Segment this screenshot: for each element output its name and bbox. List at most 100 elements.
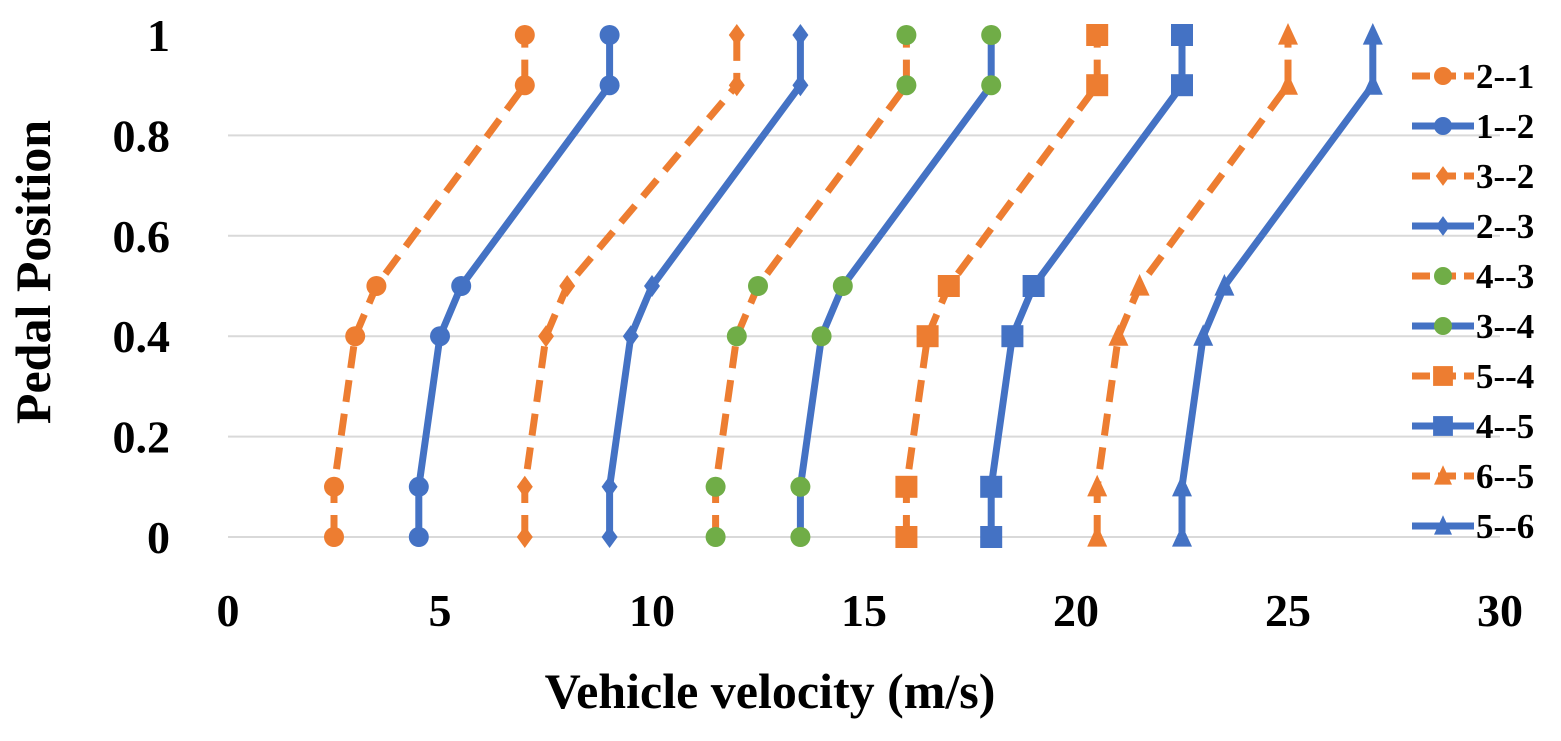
data-point <box>516 526 533 548</box>
data-point <box>1193 324 1214 346</box>
data-point <box>1001 325 1024 348</box>
series-5--4 <box>895 24 1109 548</box>
data-point <box>1129 274 1150 296</box>
series-line <box>521 35 741 537</box>
data-point <box>1172 525 1192 547</box>
data-point <box>516 475 533 498</box>
data-point <box>748 276 768 296</box>
data-point <box>1171 74 1193 97</box>
data-point <box>324 527 344 547</box>
x-tick-label: 0 <box>217 585 240 636</box>
data-point <box>1108 324 1129 346</box>
data-point <box>1362 23 1383 45</box>
data-point <box>1086 74 1109 97</box>
legend-label: 4--5 <box>1476 407 1534 446</box>
data-point <box>895 475 918 498</box>
series-line <box>987 35 1186 537</box>
data-point <box>430 326 450 347</box>
data-point <box>1171 24 1193 46</box>
data-point <box>1087 474 1108 497</box>
x-tick-label: 20 <box>1053 585 1099 636</box>
legend-marker <box>1433 366 1453 386</box>
data-point <box>345 326 366 347</box>
data-point <box>981 75 1002 96</box>
data-point <box>601 526 618 548</box>
series-6--5 <box>1087 23 1298 547</box>
data-point <box>790 476 811 497</box>
data-point <box>896 25 917 45</box>
legend-label: 5--4 <box>1476 357 1534 396</box>
data-point <box>1022 275 1045 297</box>
data-point <box>538 325 554 348</box>
legend-label: 5--6 <box>1476 507 1534 546</box>
series-line <box>330 35 529 537</box>
series-4--5 <box>980 24 1193 548</box>
legend-entry: 2--3 <box>1412 207 1534 246</box>
series-3--4 <box>790 25 1002 547</box>
legend-entry: 5--4 <box>1412 357 1534 396</box>
data-point <box>514 25 535 45</box>
data-point <box>980 475 1003 498</box>
x-tick-label: 25 <box>1265 585 1311 636</box>
data-point <box>601 475 618 498</box>
series-4--3 <box>705 25 917 547</box>
data-point <box>895 526 918 548</box>
data-point <box>622 325 639 348</box>
legend-label: 6--5 <box>1476 457 1534 496</box>
data-point <box>726 326 747 347</box>
data-point <box>792 74 809 97</box>
legend-label: 3--4 <box>1476 307 1534 346</box>
tick-labels: 00.20.40.60.810 5 10 15 20 25 30 <box>113 10 1524 636</box>
legend-entry: 3--4 <box>1412 307 1534 346</box>
data-point <box>451 276 472 296</box>
data-point <box>705 476 726 497</box>
y-tick-label: 0.4 <box>113 311 171 362</box>
data-point <box>916 325 939 348</box>
y-tick-label: 0 <box>147 512 170 563</box>
data-point <box>896 75 917 96</box>
legend-marker <box>1433 416 1453 436</box>
series-line <box>712 35 910 537</box>
data-point <box>1362 73 1383 95</box>
series-line <box>415 35 614 537</box>
legend-label: 2--3 <box>1476 207 1534 246</box>
x-tick-label: 10 <box>629 585 675 636</box>
legend-label: 4--3 <box>1476 257 1534 296</box>
data-point <box>1086 24 1109 46</box>
legend-entry: 1--2 <box>1412 107 1534 146</box>
data-point <box>366 276 387 296</box>
data-point <box>559 275 576 297</box>
data-point <box>408 527 429 547</box>
legend-marker <box>1434 67 1452 85</box>
data-point <box>728 74 745 97</box>
series-5--6 <box>1172 23 1383 547</box>
legend-marker <box>1435 216 1451 236</box>
series-1--2 <box>408 25 620 547</box>
legend-label: 2--1 <box>1476 57 1534 96</box>
data-point <box>1278 73 1298 95</box>
data-point <box>1214 274 1235 296</box>
legend-marker <box>1435 166 1451 186</box>
data-point <box>599 25 620 45</box>
data-point <box>937 275 960 297</box>
data-point <box>514 75 535 96</box>
y-tick-label: 0.8 <box>113 110 171 161</box>
legend-entry: 4--5 <box>1412 407 1534 446</box>
data-point <box>1087 525 1108 547</box>
legend-entry: 5--6 <box>1412 507 1534 546</box>
data-point <box>705 527 726 547</box>
legend-marker <box>1434 117 1452 135</box>
legend: 2--1 1--2 3--2 2--3 4--3 3--4 5--4 4--5 6--5 5--6 <box>1412 57 1534 546</box>
x-tick-label: 5 <box>429 585 452 636</box>
legend-marker <box>1434 317 1452 335</box>
data-point <box>599 75 620 96</box>
legend-entry: 3--2 <box>1412 157 1534 196</box>
series-line <box>1093 35 1292 537</box>
legend-marker <box>1434 515 1452 535</box>
data-point <box>324 476 344 497</box>
series-line <box>1178 35 1377 537</box>
legend-label: 3--2 <box>1476 157 1534 196</box>
data-point <box>408 476 429 497</box>
series-lines <box>324 23 1383 548</box>
